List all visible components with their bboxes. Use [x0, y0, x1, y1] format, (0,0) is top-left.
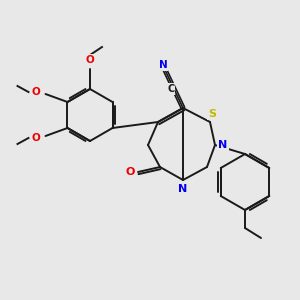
Text: O: O — [31, 87, 40, 97]
Text: C: C — [167, 84, 175, 94]
Text: N: N — [218, 140, 228, 150]
Text: N: N — [159, 60, 167, 70]
Text: N: N — [178, 184, 188, 194]
Text: S: S — [208, 109, 216, 119]
Text: O: O — [31, 133, 40, 143]
Text: O: O — [85, 55, 94, 65]
Text: O: O — [125, 167, 135, 177]
